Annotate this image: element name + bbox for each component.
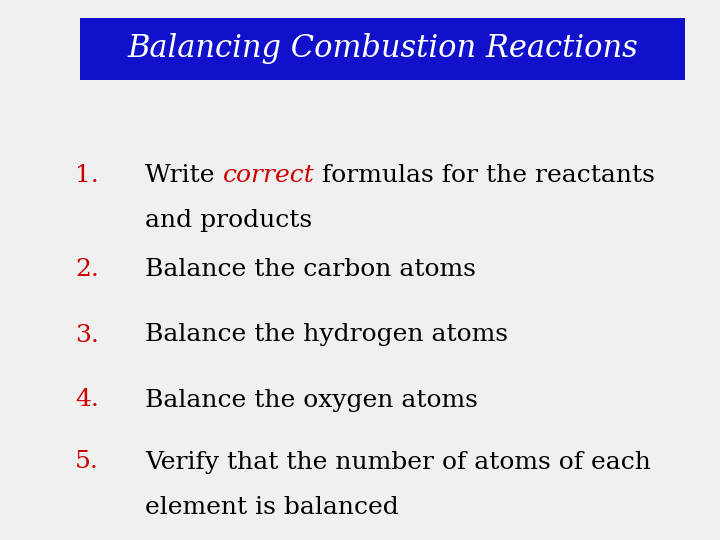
Text: Verify that the number of atoms of each: Verify that the number of atoms of each (145, 450, 651, 474)
Text: 1.: 1. (75, 164, 99, 186)
Text: Balance the carbon atoms: Balance the carbon atoms (145, 259, 476, 281)
Text: 4.: 4. (75, 388, 99, 411)
Text: Balance the oxygen atoms: Balance the oxygen atoms (145, 388, 478, 411)
Text: element is balanced: element is balanced (145, 496, 399, 518)
Text: 2.: 2. (75, 259, 99, 281)
Text: Write: Write (145, 164, 222, 186)
Text: and products: and products (145, 208, 312, 232)
Text: correct: correct (222, 164, 314, 186)
Text: Balance the hydrogen atoms: Balance the hydrogen atoms (145, 323, 508, 347)
Text: 5.: 5. (75, 450, 99, 474)
Text: formulas for the reactants: formulas for the reactants (314, 164, 655, 186)
FancyBboxPatch shape (80, 18, 685, 80)
Text: Balancing Combustion Reactions: Balancing Combustion Reactions (127, 33, 638, 64)
Text: 3.: 3. (75, 323, 99, 347)
